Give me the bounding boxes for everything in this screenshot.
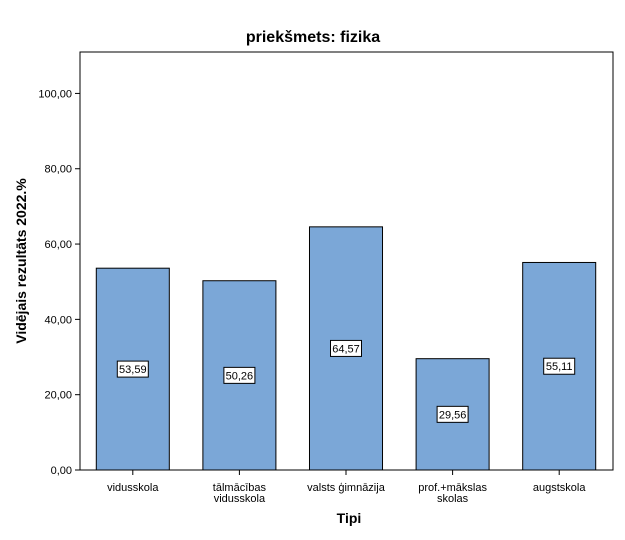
x-tick-label: tālmācības bbox=[213, 482, 267, 494]
data-label-box bbox=[436, 405, 469, 423]
x-axis-title: Tipi bbox=[337, 510, 362, 526]
x-tick-label: vidusskola bbox=[214, 493, 266, 505]
bars: 53,59 50,26 64,57 29,56 55,11 bbox=[95, 226, 597, 471]
x-tick-label: prof.+mākslas bbox=[418, 482, 487, 494]
data-label-box bbox=[223, 366, 256, 384]
y-axis: 0,00 20,00 40,00 60,00 80,00 100,00 bbox=[38, 88, 80, 477]
data-label-box bbox=[116, 360, 149, 378]
data-label: 64,57 bbox=[332, 343, 360, 355]
data-label-box bbox=[543, 357, 576, 375]
data-label: 29,56 bbox=[439, 409, 467, 421]
y-tick-label: 80,00 bbox=[44, 164, 72, 176]
y-tick-label: 60,00 bbox=[44, 239, 72, 251]
data-label: 55,11 bbox=[546, 361, 573, 373]
y-tick-label: 40,00 bbox=[44, 314, 72, 326]
chart-title: priekšmets: fizika bbox=[246, 29, 380, 46]
y-tick-label: 20,00 bbox=[44, 390, 72, 402]
x-tick-label: vidusskola bbox=[107, 482, 159, 494]
y-tick-label: 0,00 bbox=[51, 465, 72, 477]
y-tick-label: 100,00 bbox=[38, 88, 72, 100]
x-tick-label: valsts ģimnāzija bbox=[307, 481, 386, 494]
y-axis-title: Vidējais rezultāts 2022.% bbox=[13, 178, 29, 344]
data-label: 50,26 bbox=[226, 370, 254, 382]
data-label: 53,59 bbox=[119, 364, 147, 376]
x-tick-label: skolas bbox=[437, 493, 469, 505]
data-label-box bbox=[330, 339, 362, 357]
x-tick-label: augstskola bbox=[533, 482, 586, 494]
